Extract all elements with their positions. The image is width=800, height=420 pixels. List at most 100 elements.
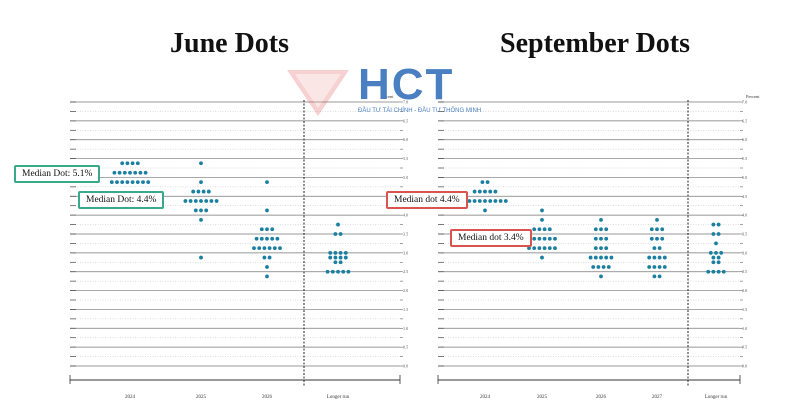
dot-2024 (115, 180, 119, 185)
dot-2026 (604, 255, 609, 260)
dot-2025 (553, 246, 557, 251)
dot-2025 (214, 199, 219, 203)
y-tick-label: 7.0 (403, 100, 408, 105)
dot-longer-run (716, 269, 721, 274)
x-tick-label: Longer run (327, 395, 350, 400)
dot-2026 (599, 236, 603, 241)
dot-2026 (278, 246, 282, 251)
median-callout-june-2025: Median Dot: 4.4% (78, 191, 165, 210)
dot-2027 (655, 236, 659, 241)
y-tick-label: 2.5 (742, 269, 747, 274)
dot-2026 (604, 246, 609, 251)
y-tick-label: 3.0 (742, 250, 747, 255)
dot-2025 (201, 189, 206, 194)
dot-2024 (483, 199, 487, 203)
x-tick-label: 2025 (196, 395, 207, 400)
dot-2026 (265, 227, 269, 232)
dot-longer-run (341, 269, 346, 274)
dot-longer-run (706, 269, 711, 274)
dot-2025 (196, 189, 201, 194)
dot-2026 (593, 236, 598, 241)
y-tick-label: 6.5 (742, 118, 747, 123)
y-tick-label: 6.0 (403, 137, 408, 142)
dot-longer-run (716, 260, 721, 265)
dot-2025 (199, 208, 203, 213)
dot-2026 (606, 265, 611, 269)
dot-2025 (206, 189, 211, 194)
chart-title-june: June Dots (170, 28, 290, 59)
dot-longer-run (719, 250, 724, 255)
y-tick-label: 1.5 (403, 307, 408, 312)
y-tick-label: 3.5 (403, 232, 408, 237)
dot-longer-run (343, 250, 348, 255)
dot-plot-panel-1: 7.0 6.5 6.0 5.5 5.0 4.5 4.0 3.5 3.0 2.5 2.0 1.5 1.0 0… (437, 94, 760, 400)
dot-2027 (657, 265, 662, 269)
dot-2024 (135, 161, 140, 166)
y-tick-label: 2.5 (403, 269, 408, 274)
dot-2026 (593, 255, 598, 260)
x-tick-label: 2027 (652, 395, 663, 400)
dot-2026 (265, 265, 269, 269)
dot-2024 (141, 180, 145, 185)
dot-2024 (480, 180, 485, 185)
dot-longer-run (333, 232, 338, 236)
dot-longer-run (711, 260, 716, 265)
y-tick-label: 0.0 (742, 364, 747, 369)
dot-2025 (537, 246, 542, 251)
dot-2027 (652, 255, 657, 260)
dot-longer-run (338, 232, 343, 236)
x-tick-label: 2024 (480, 395, 491, 400)
dot-2025 (199, 161, 203, 166)
dot-2025 (542, 227, 547, 232)
dot-2027 (655, 227, 659, 232)
dot-2024 (125, 161, 130, 166)
y-axis-label: Percent (746, 94, 760, 99)
y-tick-label: 0.5 (403, 345, 408, 350)
dot-longer-run (336, 269, 340, 274)
dot-2024 (130, 180, 135, 185)
dot-2025 (188, 199, 193, 203)
dot-2025 (547, 236, 552, 241)
x-tick-label: 2024 (125, 395, 136, 400)
dot-2024 (493, 199, 498, 203)
dot-2027 (652, 274, 657, 279)
y-tick-label: 1.0 (403, 326, 408, 331)
y-tick-label: 5.0 (742, 175, 747, 180)
dot-longer-run (711, 255, 716, 260)
dot-2025 (540, 217, 544, 222)
y-tick-label: 5.5 (403, 156, 408, 161)
dot-2026 (601, 265, 606, 269)
dot-2024 (485, 180, 490, 185)
dot-2024 (143, 170, 148, 175)
dot-2026 (604, 236, 609, 241)
chart-title-september: September Dots (500, 28, 691, 59)
dot-2025 (199, 217, 203, 222)
dot-2026 (609, 255, 614, 260)
dot-2026 (259, 227, 264, 232)
dot-longer-run (338, 260, 343, 265)
dot-2026 (599, 274, 603, 279)
dot-longer-run (721, 269, 726, 274)
y-tick-label: 5.0 (403, 175, 408, 180)
dot-2024 (483, 189, 487, 194)
dot-2027 (660, 227, 665, 232)
y-tick-label: 7.0 (742, 100, 747, 105)
dot-longer-run (325, 269, 330, 274)
dot-longer-run (333, 250, 338, 255)
dot-2026 (265, 208, 269, 213)
dot-2025 (547, 227, 552, 232)
dot-2025 (191, 189, 196, 194)
dot-2027 (652, 246, 657, 251)
dot-2025 (193, 208, 198, 213)
dot-2024 (135, 180, 140, 185)
y-tick-label: 4.5 (742, 194, 747, 199)
dot-2026 (262, 255, 267, 260)
dot-2024 (112, 170, 117, 175)
watermark-subtext: ĐẦU TƯ TÀI CHÍNH - ĐẦU TƯ THÔNG MINH (358, 108, 482, 114)
dot-2024 (138, 170, 143, 175)
dot-2027 (660, 236, 665, 241)
dot-longer-run (716, 232, 721, 236)
dot-2024 (117, 170, 122, 175)
x-tick-label: Longer run (705, 395, 728, 400)
y-tick-label: 3.5 (742, 232, 747, 237)
